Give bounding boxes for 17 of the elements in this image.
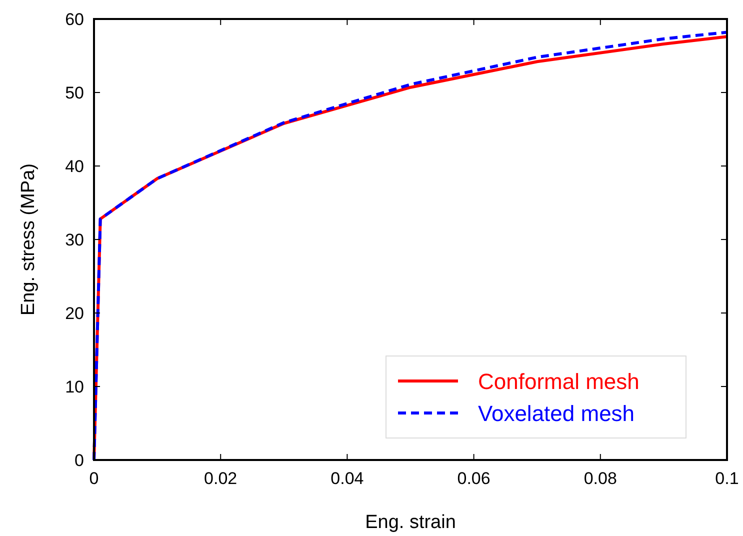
x-tick-label: 0.04 xyxy=(330,469,364,488)
x-tick-label: 0.06 xyxy=(457,469,490,488)
y-tick-label: 50 xyxy=(65,84,84,102)
y-tick-label: 0 xyxy=(74,451,84,470)
x-tick-label: 0 xyxy=(89,469,99,488)
y-tick-label: 10 xyxy=(65,378,84,396)
y-tick-label: 40 xyxy=(65,157,84,176)
legend-label: Voxelated mesh xyxy=(478,401,635,426)
y-tick-label: 20 xyxy=(65,304,84,323)
y-tick-label: 60 xyxy=(65,10,84,29)
y-tick-label: 30 xyxy=(65,230,84,250)
x-tick-label: 0.02 xyxy=(204,469,238,488)
y-axis-title: Eng. stress (MPa) xyxy=(18,163,39,316)
legend-label: Conformal mesh xyxy=(478,369,640,394)
x-axis-title: Eng. strain xyxy=(365,512,456,533)
x-tick-label: 0.08 xyxy=(584,469,617,488)
x-tick-label: 0.1 xyxy=(715,469,739,488)
